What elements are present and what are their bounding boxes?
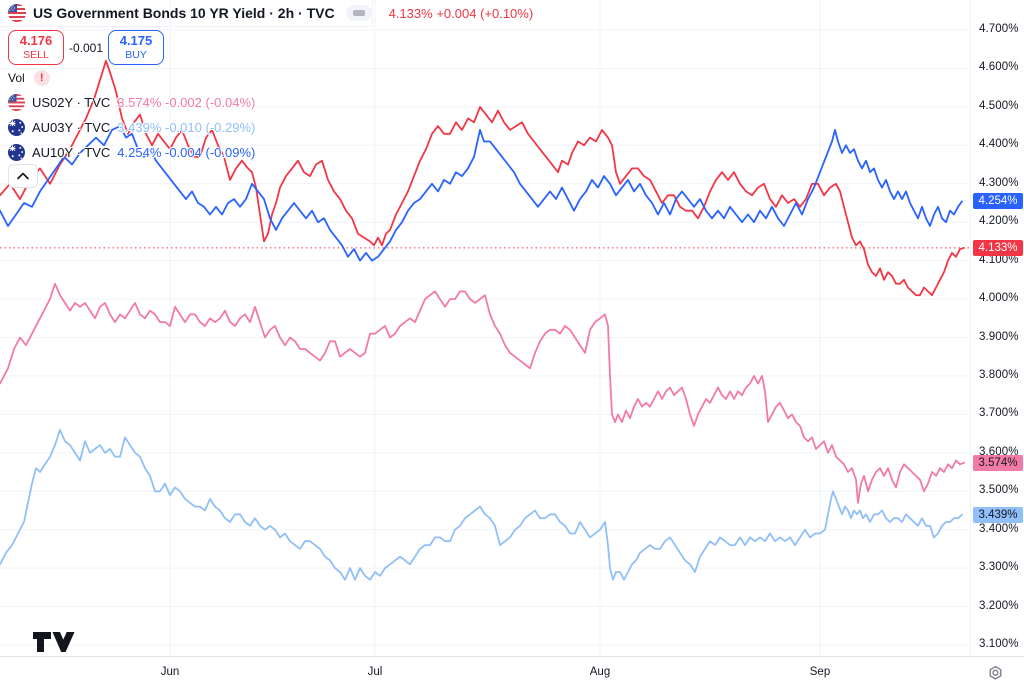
- sell-label: SELL: [23, 48, 49, 61]
- y-axis-tick: 4.600%: [979, 61, 1019, 74]
- compare-row-au10y[interactable]: AU10Y · TVC 4.254% -0.004 (-0.09%): [8, 142, 255, 162]
- sell-price: 4.176: [19, 33, 53, 48]
- series-AU10Y: [0, 125, 963, 262]
- y-axis-tick: 4.100%: [979, 253, 1019, 266]
- compare-values: 3.574% -0.002 (-0.04%): [117, 95, 255, 110]
- x-axis-label: Aug: [589, 666, 611, 678]
- compare-change-pct: (-0.04%): [205, 94, 256, 110]
- compare-symbol[interactable]: AU10Y · TVC: [32, 144, 111, 160]
- compare-values: 4.254% -0.004 (-0.09%): [117, 145, 255, 160]
- compare-change: -0.004: [165, 144, 202, 160]
- compare-value: 3.439%: [117, 119, 162, 135]
- tradingview-logo[interactable]: [32, 631, 76, 653]
- warning-icon[interactable]: !: [33, 70, 50, 86]
- x-axis-label: Jun: [160, 666, 180, 678]
- y-axis-tick: 3.300%: [979, 561, 1019, 574]
- compare-value: 4.254%: [117, 144, 162, 160]
- time-axis[interactable]: Jun Jul Aug Sep: [0, 656, 1024, 687]
- volume-indicator-row[interactable]: Vol !: [8, 70, 50, 86]
- minus-icon: [352, 10, 365, 16]
- compare-row-au03y[interactable]: AU03Y · TVC 3.439% -0.010 (-0.29%): [8, 117, 255, 137]
- chevron-up-icon: [17, 172, 29, 180]
- price-label-badge: 3.574%: [973, 454, 1023, 471]
- gear-icon[interactable]: [984, 664, 1006, 682]
- compare-change-pct: (-0.09%): [205, 144, 256, 160]
- y-axis-tick: 3.500%: [979, 484, 1019, 497]
- buy-button[interactable]: 4.175 BUY: [108, 30, 164, 65]
- us-flag-icon: [8, 4, 26, 22]
- price-chart[interactable]: [0, 0, 970, 656]
- au-flag-icon: [8, 144, 25, 161]
- hide-symbol-button[interactable]: [345, 5, 372, 21]
- spread-value: -0.001: [68, 40, 104, 55]
- compare-symbol[interactable]: AU03Y · TVC: [32, 119, 111, 135]
- y-axis-tick: 4.500%: [979, 99, 1019, 112]
- sell-button[interactable]: 4.176 SELL: [8, 30, 64, 65]
- y-axis-tick: 4.000%: [979, 292, 1019, 305]
- volume-label[interactable]: Vol: [8, 71, 25, 85]
- y-axis-tick: 4.700%: [979, 23, 1019, 35]
- price-label-badge: 4.133%: [973, 239, 1023, 256]
- y-axis-tick: 4.300%: [979, 176, 1019, 189]
- compare-change-pct: (-0.29%): [205, 119, 256, 135]
- price-label-badge: 4.254%: [973, 193, 1023, 210]
- main-symbol-row[interactable]: US Government Bonds 10 YR Yield · 2h · T…: [8, 4, 533, 22]
- buy-sell-panel: 4.176 SELL -0.001 4.175 BUY: [8, 30, 164, 65]
- compare-row-us02y[interactable]: US02Y · TVC 3.574% -0.002 (-0.04%): [8, 92, 255, 112]
- last-price: 4.133%: [388, 5, 433, 21]
- y-axis-tick: 3.100%: [979, 638, 1019, 650]
- compare-change: -0.002: [165, 94, 202, 110]
- y-axis-tick: 3.900%: [979, 330, 1019, 343]
- price-axis[interactable]: 4.700% 4.600% 4.500% 4.400% 4.300% 4.200% 4.10…: [970, 0, 1024, 656]
- compare-value: 3.574%: [117, 94, 162, 110]
- price-label-badge: 3.439%: [973, 506, 1023, 523]
- series-AU03Y: [0, 428, 963, 581]
- series-US02Y: [0, 282, 965, 504]
- price-change-pct: (+0.10%): [480, 5, 534, 21]
- compare-symbol[interactable]: US02Y · TVC: [32, 94, 111, 110]
- y-axis-tick: 3.400%: [979, 522, 1019, 535]
- buy-price: 4.175: [119, 33, 153, 48]
- price-change: +0.004: [436, 5, 477, 21]
- title-box-outline: [0, 0, 373, 27]
- y-axis-tick: 3.700%: [979, 407, 1019, 420]
- y-axis-tick: 3.200%: [979, 599, 1019, 612]
- x-axis-label: Jul: [367, 666, 383, 678]
- compare-change: -0.010: [165, 119, 202, 135]
- symbol-title[interactable]: US Government Bonds 10 YR Yield · 2h · T…: [33, 5, 335, 21]
- y-axis-tick: 3.800%: [979, 368, 1019, 381]
- y-axis-tick: 4.200%: [979, 215, 1019, 228]
- chart-pane[interactable]: [0, 0, 970, 656]
- collapse-legend-button[interactable]: [8, 164, 38, 188]
- compare-values: 3.439% -0.010 (-0.29%): [117, 120, 255, 135]
- last-price-quote: 4.133% +0.004 (+0.10%): [389, 6, 534, 21]
- series-US10Y: [0, 59, 965, 297]
- au-flag-icon: [8, 119, 25, 136]
- y-axis-tick: 4.400%: [979, 138, 1019, 151]
- x-axis-label: Sep: [809, 666, 831, 678]
- buy-label: BUY: [125, 48, 147, 61]
- us-flag-icon: [8, 94, 25, 111]
